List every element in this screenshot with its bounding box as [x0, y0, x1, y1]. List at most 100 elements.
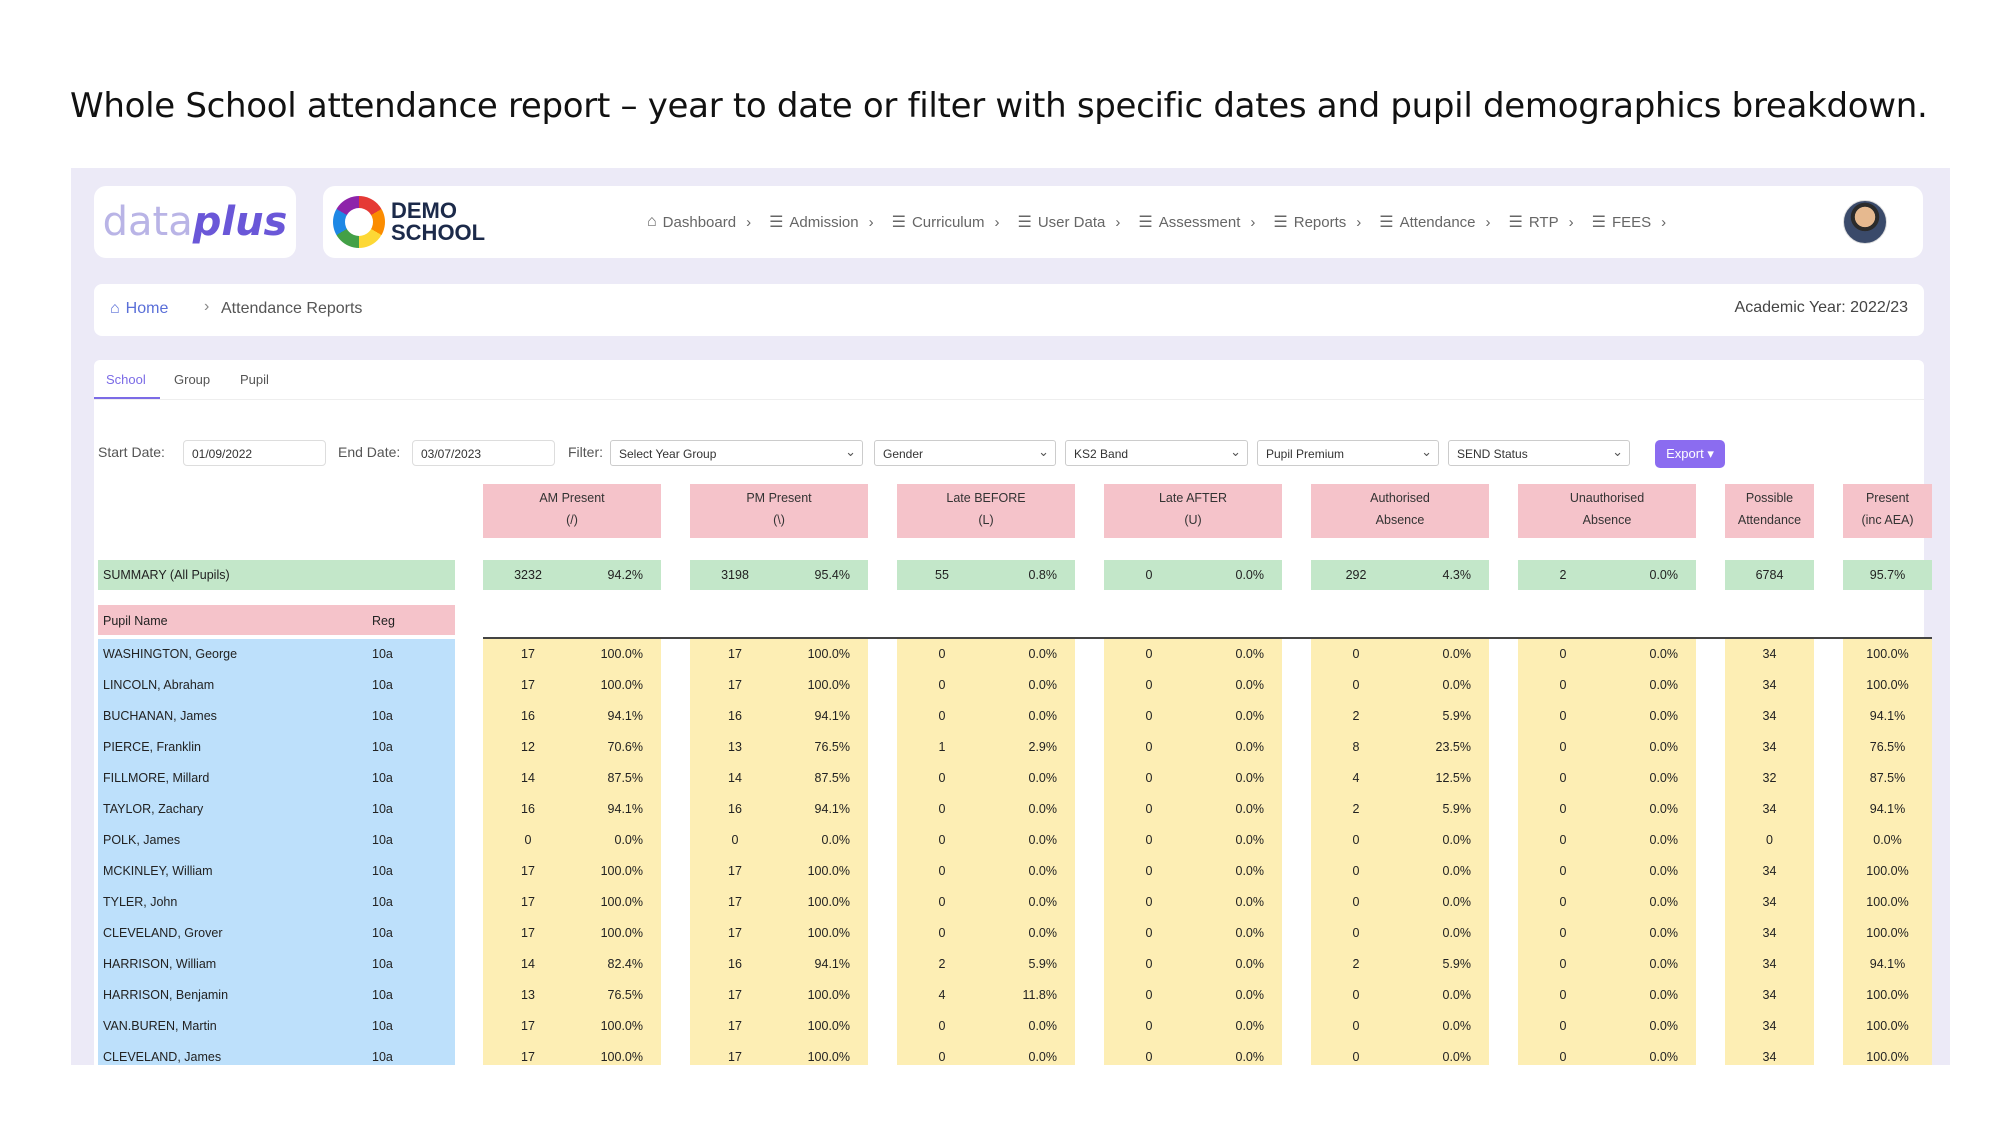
cell-percent: 0.0% [1235, 709, 1265, 723]
slide-title: Whole School attendance report – year to… [70, 86, 1928, 126]
user-avatar[interactable] [1843, 200, 1887, 244]
cell-count: 13 [728, 740, 742, 754]
column-header: Late BEFORE (L) [897, 484, 1075, 538]
cell-count: 0 [1559, 833, 1567, 847]
cell-count: 0 [1352, 1019, 1360, 1033]
cell-percent: 87.5% [607, 771, 643, 785]
cell-percent: 100.0% [807, 864, 850, 878]
nav-item-user-data[interactable]: ☰ User Data › [1017, 212, 1120, 232]
year-group-select[interactable]: Select Year Group ⌄ [610, 440, 863, 466]
cell-value: 34 [1762, 1019, 1777, 1033]
pupil-name: PIERCE, Franklin [103, 740, 201, 754]
cell-percent: 2.9% [1028, 740, 1058, 754]
cell-percent: 0.0% [1649, 709, 1679, 723]
tab-group[interactable]: Group [174, 372, 211, 387]
cell-percent: 100.0% [807, 678, 850, 692]
cell-percent: 0.0% [1235, 1019, 1265, 1033]
nav-item-dashboard[interactable]: ⌂ Dashboard › [647, 213, 751, 231]
cell-count: 16 [728, 802, 742, 816]
cell-count: 17 [728, 678, 742, 692]
chevron-right-icon: › [746, 213, 752, 231]
cell-value: 34 [1762, 895, 1777, 909]
chevron-right-icon: › [1250, 213, 1256, 231]
tab-school[interactable]: School [106, 372, 146, 387]
filter-bar: Start Date: 01/09/2022 End Date: 03/07/2… [94, 438, 1924, 468]
tab-pupil[interactable]: Pupil [240, 372, 269, 387]
cell-count: 16 [521, 802, 535, 816]
cell-count: 8 [1352, 740, 1360, 754]
cell-value: 34 [1762, 957, 1777, 971]
cell-percent: 0.0% [1649, 647, 1679, 661]
data-column-bg [1104, 639, 1282, 1065]
breadcrumb-home[interactable]: ⌂ Home [110, 300, 169, 317]
cell-percent: 94.1% [814, 802, 850, 816]
cell-percent: 0.0% [1442, 864, 1472, 878]
pupil-name: CLEVELAND, Grover [103, 926, 223, 940]
cell-count: 17 [521, 895, 535, 909]
nav-item-label: Curriculum [911, 213, 985, 231]
cell-count: 0 [938, 678, 946, 692]
cell-percent: 0.0% [1028, 1050, 1058, 1064]
table-divider [483, 637, 1932, 639]
cell-count: 4 [938, 988, 946, 1002]
cell-percent: 12.5% [1435, 771, 1471, 785]
send-status-select[interactable]: SEND Status ⌄ [1448, 440, 1630, 466]
cell-count: 17 [521, 678, 535, 692]
cell-percent: 0.0% [1649, 895, 1679, 909]
pupil-premium-select[interactable]: Pupil Premium ⌄ [1257, 440, 1439, 466]
data-column-bg [690, 639, 868, 1065]
cell-count: 0 [938, 647, 946, 661]
dataplus-logo[interactable]: dataplus [94, 186, 296, 258]
chevron-down-icon: ⌄ [1038, 444, 1049, 459]
gender-select[interactable]: Gender ⌄ [874, 440, 1056, 466]
cell-count: 17 [521, 1050, 535, 1064]
cell-value: 87.5% [1869, 771, 1906, 785]
cell-percent: 0.0% [1235, 864, 1265, 878]
cell-count: 2 [1352, 957, 1360, 971]
nav-item-rtp[interactable]: ☰ RTP › [1509, 212, 1574, 232]
report-tabs: School Group Pupil [94, 360, 1924, 400]
nav-item-assessment[interactable]: ☰ Assessment › [1138, 212, 1255, 232]
pupil-reg: 10a [372, 864, 393, 878]
start-date-input[interactable]: 01/09/2022 [183, 440, 326, 466]
cell-count: 0 [1352, 926, 1360, 940]
cell-percent: 0.0% [1442, 895, 1472, 909]
chevron-right-icon: › [1568, 213, 1574, 231]
nav-item-reports[interactable]: ☰ Reports › [1273, 212, 1361, 232]
chevron-down-icon: ⌄ [1230, 444, 1241, 459]
nav-item-curriculum[interactable]: ☰ Curriculum › [892, 212, 1000, 232]
cell-percent: 0.0% [1235, 833, 1265, 847]
cell-percent: 0.0% [1235, 926, 1265, 940]
nav-item-label: FEES [1611, 213, 1652, 231]
cell-count: 16 [728, 957, 742, 971]
cell-value: 0.0% [1873, 833, 1902, 847]
cell-count: 0 [938, 771, 946, 785]
summary-count: 55 [935, 568, 949, 582]
cell-percent: 100.0% [600, 926, 643, 940]
nav-item-label: Attendance [1399, 213, 1476, 231]
summary-cell [897, 560, 1075, 590]
menu-icon: ☰ [891, 214, 906, 231]
ks2-band-select[interactable]: KS2 Band ⌄ [1065, 440, 1248, 466]
summary-cell [1725, 560, 1814, 590]
cell-count: 17 [521, 926, 535, 940]
cell-percent: 100.0% [600, 895, 643, 909]
nav-item-attendance[interactable]: ☰ Attendance › [1379, 212, 1490, 232]
cell-count: 1 [938, 740, 946, 754]
end-date-input[interactable]: 03/07/2023 [412, 440, 555, 466]
school-name: DEMO SCHOOL [391, 198, 486, 245]
cell-percent: 5.9% [1442, 709, 1472, 723]
cell-value: 34 [1762, 709, 1777, 723]
nav-item-fees[interactable]: ☰ FEES › [1592, 212, 1667, 232]
pupil-name: VAN.BUREN, Martin [103, 1019, 217, 1033]
nav-item-admission[interactable]: ☰ Admission › [769, 212, 874, 232]
export-button[interactable]: Export ▾ [1655, 440, 1725, 468]
chevron-down-icon: ⌄ [1421, 444, 1432, 459]
cell-count: 17 [728, 647, 742, 661]
pupil-reg: 10a [372, 647, 393, 661]
cell-count: 0 [1352, 678, 1360, 692]
cell-count: 0 [1352, 895, 1360, 909]
cell-count: 4 [1352, 771, 1360, 785]
chevron-right-icon: › [994, 213, 1000, 231]
cell-percent: 0.0% [1649, 957, 1679, 971]
